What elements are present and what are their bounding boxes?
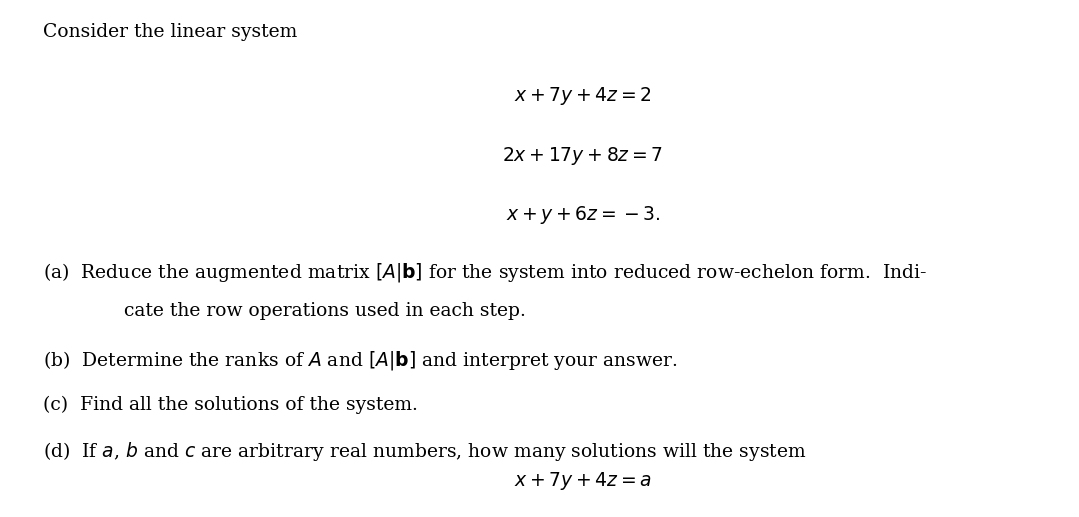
Text: $2x + 17y + 8z = 7$: $2x + 17y + 8z = 7$: [502, 145, 664, 167]
Text: (c)  Find all the solutions of the system.: (c) Find all the solutions of the system…: [43, 396, 418, 414]
Text: (d)  If $a$, $b$ and $c$ are arbitrary real numbers, how many solutions will the: (d) If $a$, $b$ and $c$ are arbitrary re…: [43, 440, 807, 463]
Text: (a)  Reduce the augmented matrix $[A|\mathbf{b}]$ for the system into reduced ro: (a) Reduce the augmented matrix $[A|\mat…: [43, 261, 928, 284]
Text: $x + y + 6z = -3.$: $x + y + 6z = -3.$: [505, 204, 660, 226]
Text: cate the row operations used in each step.: cate the row operations used in each ste…: [124, 302, 525, 321]
Text: $x + 7y + 4z = 2$: $x + 7y + 4z = 2$: [514, 85, 652, 108]
Text: Consider the linear system: Consider the linear system: [43, 23, 298, 41]
Text: $x + 7y + 4z = a$: $x + 7y + 4z = a$: [514, 470, 652, 493]
Text: (b)  Determine the ranks of $A$ and $[A|\mathbf{b}]$ and interpret your answer.: (b) Determine the ranks of $A$ and $[A|\…: [43, 349, 678, 372]
